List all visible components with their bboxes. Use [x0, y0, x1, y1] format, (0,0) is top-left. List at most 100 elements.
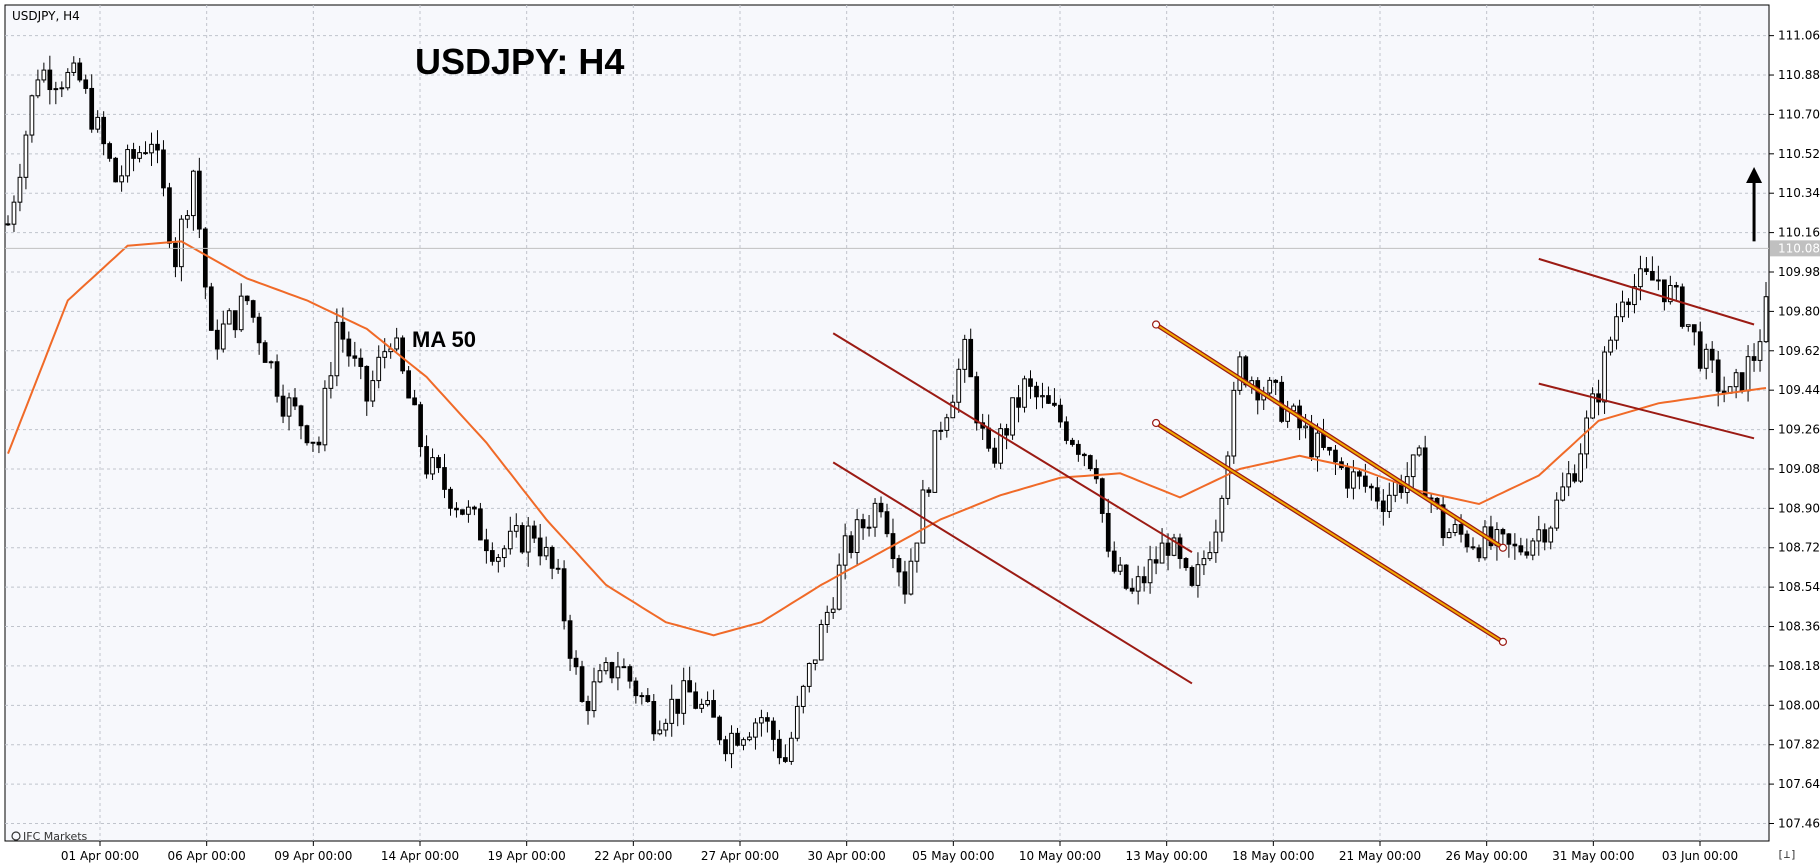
candle — [1135, 565, 1141, 605]
y-tick-label: 110.880 — [1778, 68, 1820, 82]
candle — [1560, 472, 1566, 502]
candle — [1111, 541, 1117, 574]
x-tick-label: 05 May 00:00 — [912, 849, 994, 863]
y-tick-label: 111.060 — [1778, 29, 1820, 43]
candle — [537, 523, 543, 566]
candle — [854, 509, 860, 566]
candle — [1303, 413, 1308, 439]
candle — [735, 727, 740, 747]
candle — [1703, 343, 1709, 380]
trend-lines-layer — [832, 257, 1755, 685]
candle — [65, 68, 71, 91]
candle — [639, 692, 645, 705]
candle — [155, 130, 160, 164]
candle — [29, 94, 35, 143]
candle — [1685, 324, 1691, 332]
price-axis[interactable]: 111.060 110.880 110.700 110.520 110.340 110.1… — [1769, 29, 1820, 831]
channel-line-red[interactable] — [1538, 257, 1755, 326]
x-tick-label: 27 Apr 00:00 — [701, 849, 779, 863]
candle — [1697, 321, 1703, 372]
candle — [472, 505, 477, 516]
y-tick-label: 107.820 — [1778, 738, 1820, 752]
candle — [1279, 375, 1285, 424]
candle — [1410, 454, 1416, 490]
candle — [17, 163, 23, 212]
candle — [113, 156, 118, 183]
candle — [621, 658, 627, 669]
candle — [1751, 343, 1757, 372]
candle — [914, 542, 920, 573]
brand-label: IFC Markets — [23, 830, 88, 843]
symbol-label: USDJPY, H4 — [12, 9, 80, 23]
y-tick-label: 110.520 — [1778, 147, 1820, 161]
candle — [1614, 303, 1619, 350]
ma50-line — [7, 240, 1767, 637]
candle — [1584, 410, 1589, 469]
axis-scale-button[interactable]: [⊥] — [1777, 848, 1797, 861]
candle — [1386, 482, 1392, 518]
candle — [1757, 329, 1763, 372]
up-arrow-icon — [1746, 166, 1763, 242]
candle — [1566, 461, 1572, 497]
candle — [167, 182, 172, 249]
candle — [1034, 381, 1039, 410]
plot-area[interactable] — [4, 4, 1770, 842]
candle — [1070, 437, 1075, 447]
candle — [1123, 564, 1129, 591]
candle — [866, 515, 872, 537]
candle — [298, 404, 304, 440]
candle — [603, 657, 609, 675]
candle — [1363, 463, 1368, 493]
channel-line-red[interactable] — [832, 332, 1193, 553]
candle — [1656, 265, 1661, 291]
candle — [788, 731, 794, 765]
ma-label: MA 50 — [412, 327, 476, 352]
candle — [202, 227, 208, 300]
candle — [681, 667, 687, 725]
candle — [968, 328, 974, 378]
candle — [1022, 375, 1027, 413]
y-tick-label: 110.160 — [1778, 226, 1820, 240]
candle — [543, 536, 549, 561]
candle — [424, 435, 429, 479]
candle — [1231, 381, 1237, 464]
candle — [137, 145, 142, 163]
y-tick-label: 108.000 — [1778, 698, 1820, 712]
candle — [657, 720, 663, 736]
candle — [1333, 444, 1338, 475]
candle — [824, 605, 830, 633]
channel-line-red[interactable] — [832, 461, 1193, 685]
y-tick-label: 109.260 — [1778, 423, 1820, 437]
candle — [998, 423, 1003, 470]
x-tick-label: 21 May 00:00 — [1339, 849, 1421, 863]
channel-line-orange[interactable] — [1151, 418, 1508, 646]
candle — [1058, 398, 1063, 428]
candle — [35, 69, 41, 99]
time-axis[interactable]: 01 Apr 00:00 06 Apr 00:00 09 Apr 00:00 14 A… — [61, 841, 1738, 863]
candle — [1064, 416, 1069, 445]
x-tick-label: 30 Apr 00:00 — [808, 849, 886, 863]
candle — [1620, 290, 1625, 323]
current-price-tag — [1770, 240, 1820, 257]
candle — [1087, 454, 1093, 472]
candle — [316, 436, 322, 454]
candle — [1171, 533, 1177, 557]
candle — [334, 308, 340, 387]
candle — [232, 310, 238, 338]
candle — [59, 81, 65, 98]
channel-line-orange[interactable] — [1151, 320, 1508, 552]
candle — [1512, 533, 1518, 560]
candle — [1452, 516, 1458, 537]
candle — [1004, 423, 1009, 450]
candle — [842, 523, 848, 580]
candle — [448, 486, 453, 516]
candle — [555, 558, 561, 574]
candle — [304, 424, 310, 446]
candle — [729, 725, 734, 769]
candle — [561, 560, 567, 630]
candle — [609, 661, 615, 684]
channel-line-red[interactable] — [1538, 382, 1755, 440]
candle — [220, 310, 226, 353]
